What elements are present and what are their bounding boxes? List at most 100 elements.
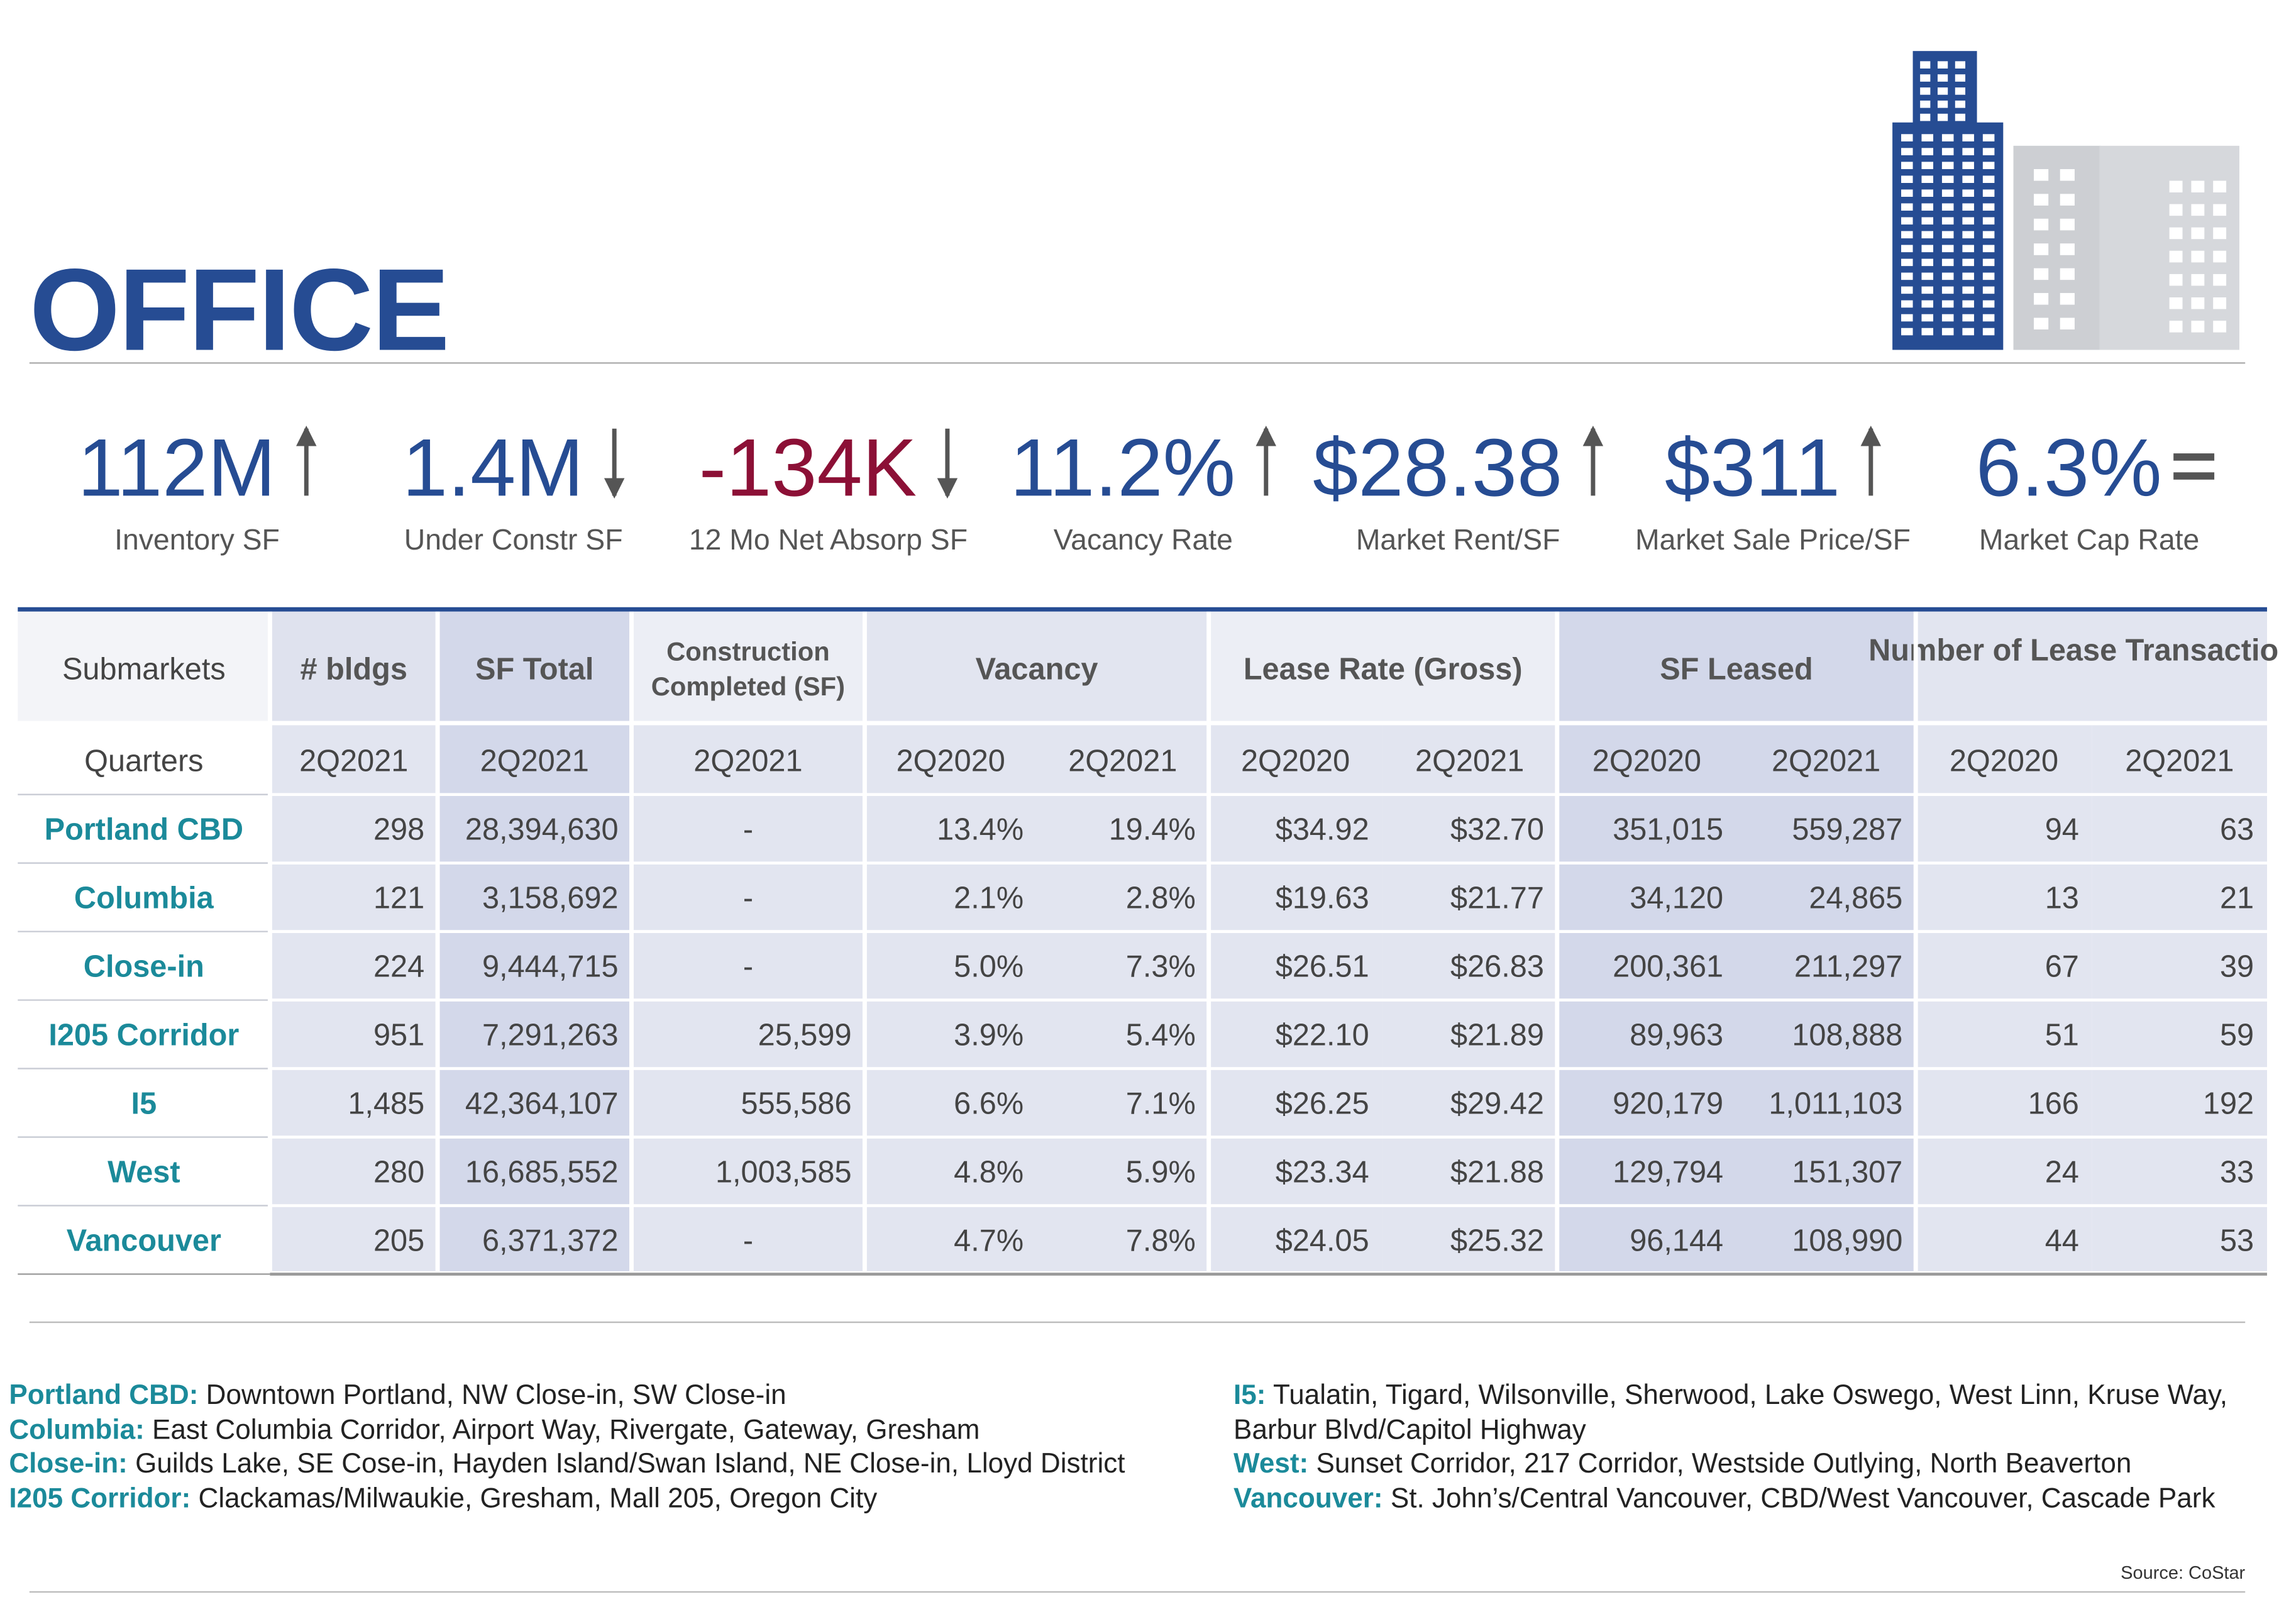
- definition: Portland CBD: Downtown Portland, NW Clos…: [9, 1379, 1218, 1413]
- table-cell: $21.88: [1450, 1155, 1544, 1189]
- window: [1901, 134, 1913, 141]
- definition-text: Clackamas/Milwaukie, Gresham, Mall 205, …: [198, 1483, 878, 1515]
- submarket-name: Close-in: [84, 950, 204, 984]
- window: [2169, 180, 2183, 193]
- definition-name: Vancouver:: [1233, 1483, 1383, 1515]
- window: [1982, 314, 1995, 322]
- window: [1962, 286, 1974, 294]
- table-cell: 351,015: [1613, 813, 1723, 847]
- table-cell: 34,120: [1630, 881, 1723, 915]
- window: [1901, 258, 1913, 267]
- window: [1962, 203, 1974, 211]
- table-cell: 33: [2220, 1155, 2254, 1189]
- window: [628, 194, 643, 206]
- window: [2034, 243, 2049, 255]
- quarter-label: 2Q2021: [299, 744, 408, 778]
- window: [1901, 203, 1913, 211]
- column-header: Lease Rate (Gross): [1244, 653, 1523, 687]
- table-cell: 9,444,715: [482, 950, 619, 984]
- definition-name: Portland CBD:: [9, 1380, 199, 1411]
- definitions-left: Portland CBD: Downtown Portland, NW Clos…: [9, 1379, 1218, 1516]
- header-cell: [18, 609, 270, 724]
- kpi-label: Market Cap Rate: [1979, 523, 2199, 556]
- window: [1941, 328, 1954, 336]
- window: [1941, 300, 1954, 308]
- column-shade: [2092, 723, 2267, 1271]
- window: [1921, 231, 1934, 239]
- table-cell: $29.42: [1450, 1086, 1544, 1120]
- quarter-label: 2Q2020: [1950, 744, 2058, 778]
- submarket-name: Portland CBD: [45, 813, 243, 847]
- definition-text: St. John’s/Central Vancouver, CBD/West V…: [1390, 1483, 2216, 1515]
- definition-text: Tualatin, Tigard, Wilsonville, Sherwood,…: [1233, 1380, 2228, 1446]
- window: [2060, 293, 2075, 305]
- column-shade: [1382, 723, 1557, 1271]
- window: [1937, 74, 1948, 82]
- kpi-value: $311: [1665, 421, 1840, 513]
- table-cell: 1,003,585: [715, 1155, 852, 1189]
- column-header: SF Total: [475, 653, 593, 687]
- window: [1920, 61, 1931, 69]
- submarket-name: I5: [131, 1086, 157, 1120]
- definition: Vancouver: St. John’s/Central Vancouver,…: [1233, 1483, 2271, 1517]
- window: [2191, 180, 2205, 193]
- window: [1920, 113, 1931, 121]
- window: [2034, 293, 2049, 305]
- table-cell: 7.1%: [1126, 1086, 1196, 1120]
- window: [628, 268, 643, 280]
- building-gray: [2013, 145, 2101, 350]
- window: [628, 168, 643, 181]
- table-cell: 951: [373, 1018, 424, 1052]
- window: [1921, 245, 1934, 253]
- column-header: SF Leased: [1660, 653, 1813, 687]
- column-shade: [438, 723, 632, 1271]
- window: [2191, 273, 2205, 286]
- window: [1901, 148, 1913, 155]
- kpi-value: 1.4M: [402, 421, 584, 513]
- header-cell: [864, 609, 1209, 724]
- definition-text: Downtown Portland, NW Close-in, SW Close…: [206, 1380, 786, 1411]
- window: [1962, 162, 1974, 169]
- quarter-label: Quarters: [84, 744, 203, 778]
- table-cell: 13.4%: [937, 813, 1024, 847]
- table-cell: 200,361: [1613, 950, 1723, 984]
- table-cell: 129,794: [1613, 1155, 1723, 1189]
- table-cell: 920,179: [1613, 1086, 1723, 1120]
- quarter-label: 2Q2020: [1241, 744, 1350, 778]
- window: [1962, 231, 1974, 239]
- definition-text: Guilds Lake, SE Cose-in, Hayden Island/S…: [135, 1449, 1125, 1480]
- quarter-label: 2Q2021: [1772, 744, 1880, 778]
- window: [1921, 314, 1934, 322]
- window: [1921, 286, 1934, 294]
- window: [1962, 328, 1974, 336]
- table-cell: 166: [2028, 1086, 2079, 1120]
- definition-text: East Columbia Corridor, Airport Way, Riv…: [152, 1415, 980, 1446]
- window: [628, 293, 643, 305]
- submarket-name: I205 Corridor: [48, 1018, 239, 1052]
- table-cell: 25,599: [758, 1018, 852, 1052]
- window: [1920, 100, 1931, 108]
- window: [2034, 318, 2049, 330]
- window: [628, 243, 643, 255]
- table-cell: 211,297: [1794, 950, 1902, 984]
- definition-text: Sunset Corridor, 217 Corridor, Westside …: [1316, 1449, 2132, 1480]
- column-header: Construction Completed (SF): [651, 636, 845, 701]
- definition-name: Columbia:: [9, 1415, 145, 1446]
- table-cell: $26.51: [1276, 950, 1369, 984]
- definition: Columbia: East Columbia Corridor, Airpor…: [9, 1413, 1218, 1448]
- window: [1921, 189, 1934, 197]
- definition-name: I205 Corridor:: [9, 1483, 191, 1515]
- window: [628, 318, 643, 330]
- window: [2213, 180, 2227, 193]
- definition: I5: Tualatin, Tigard, Wilsonville, Sherw…: [1233, 1379, 2271, 1447]
- source-note: Source: CoStar: [2121, 1563, 2245, 1583]
- window: [2060, 243, 2075, 255]
- table-cell: $32.70: [1450, 813, 1544, 847]
- window: [1941, 231, 1954, 239]
- table-cell: 2.1%: [954, 881, 1024, 915]
- window: [2034, 218, 2049, 231]
- definitions: Portland CBD: Downtown Portland, NW Clos…: [9, 1379, 1218, 1516]
- column-shade: [1208, 723, 1382, 1271]
- column-shade: [1557, 723, 1736, 1271]
